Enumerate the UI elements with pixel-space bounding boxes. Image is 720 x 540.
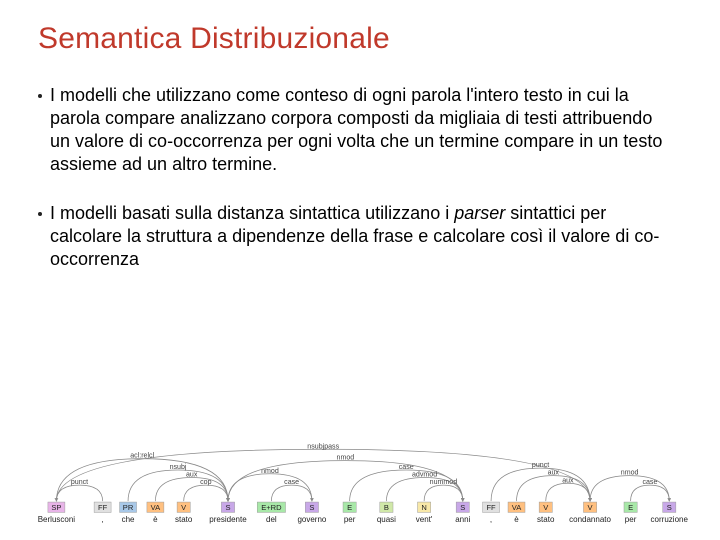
svg-text:corruzione: corruzione [651, 515, 689, 524]
bullet-2-pre: I modelli basati sulla distanza sintatti… [50, 203, 454, 223]
svg-text:S: S [667, 503, 672, 512]
svg-text:per: per [625, 515, 637, 524]
bullet-dot [38, 94, 42, 98]
svg-text:aux: aux [186, 472, 198, 479]
bullet-1-text: I modelli che utilizzano come conteso di… [50, 84, 674, 176]
svg-text:presidente: presidente [209, 515, 247, 524]
svg-text:nmod: nmod [621, 470, 639, 477]
bullet-1: I modelli che utilizzano come conteso di… [38, 84, 682, 176]
svg-text:che: che [122, 515, 135, 524]
svg-text:VA: VA [151, 503, 161, 512]
svg-text:aux: aux [562, 477, 574, 484]
svg-text:VA: VA [512, 503, 522, 512]
svg-text:aux: aux [548, 470, 560, 477]
svg-text:è: è [153, 515, 158, 524]
svg-text:FF: FF [98, 503, 108, 512]
svg-text:E: E [628, 503, 633, 512]
svg-text:nsubj: nsubj [170, 464, 187, 471]
svg-text:vent': vent' [416, 515, 433, 524]
svg-text:N: N [421, 503, 426, 512]
svg-text:cop: cop [200, 479, 211, 486]
svg-text:SP: SP [51, 503, 61, 512]
svg-text:stato: stato [175, 515, 193, 524]
slide-title: Semantica Distribuzionale [38, 22, 682, 56]
svg-text:anni: anni [455, 515, 470, 524]
svg-text:V: V [181, 503, 186, 512]
svg-text:S: S [309, 503, 314, 512]
svg-text:stato: stato [537, 515, 555, 524]
svg-text:nsubjpass: nsubjpass [307, 443, 339, 450]
svg-text:quasi: quasi [377, 515, 396, 524]
svg-text:condannato: condannato [569, 515, 611, 524]
bullet-2-text: I modelli basati sulla distanza sintatti… [50, 202, 674, 271]
svg-text:è: è [514, 515, 519, 524]
svg-text:punct: punct [532, 462, 549, 469]
svg-text:governo: governo [297, 515, 326, 524]
svg-text:,: , [490, 515, 492, 524]
svg-text:del: del [266, 515, 277, 524]
svg-text:S: S [225, 503, 230, 512]
dependency-diagram: nsubjpassacl:relclpunctnsubjauxcopcasenm… [0, 410, 720, 530]
svg-text:per: per [344, 515, 356, 524]
svg-text:advmod: advmod [412, 472, 437, 479]
svg-text:S: S [460, 503, 465, 512]
svg-text:FF: FF [486, 503, 496, 512]
svg-text:acl:relcl: acl:relcl [130, 453, 154, 460]
svg-text:PR: PR [123, 503, 134, 512]
svg-text:E+RD: E+RD [261, 503, 282, 512]
svg-text:V: V [543, 503, 548, 512]
svg-text:case: case [284, 479, 299, 486]
bullet-2-em: parser [454, 203, 505, 223]
bullet-dot [38, 212, 42, 216]
dependency-svg: nsubjpassacl:relclpunctnsubjauxcopcasenm… [30, 410, 690, 530]
svg-text:punct: punct [71, 479, 88, 486]
svg-text:B: B [384, 503, 389, 512]
svg-text:V: V [588, 503, 593, 512]
svg-text:nmod: nmod [337, 455, 355, 462]
svg-text:E: E [347, 503, 352, 512]
svg-text:Berlusconi: Berlusconi [38, 515, 76, 524]
svg-text:nummod: nummod [430, 479, 458, 486]
svg-text:,: , [101, 515, 103, 524]
bullet-2: I modelli basati sulla distanza sintatti… [38, 202, 682, 271]
